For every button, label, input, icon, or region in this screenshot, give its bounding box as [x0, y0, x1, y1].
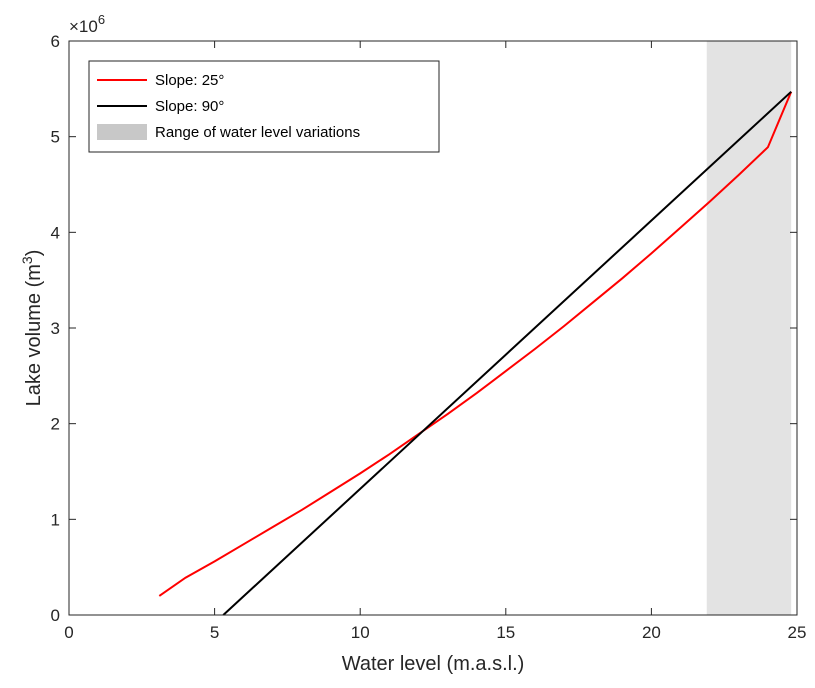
- x-tick-label: 0: [64, 623, 73, 642]
- y-tick-label: 4: [51, 223, 60, 242]
- y-tick-label: 0: [51, 606, 60, 625]
- x-tick-label: 25: [788, 623, 807, 642]
- y-axis-label: Lake volume (m3): [19, 250, 45, 407]
- x-tick-label: 10: [351, 623, 370, 642]
- y-tick-label: 1: [51, 510, 60, 529]
- legend-box: [88, 60, 440, 153]
- series-line-slope-25: [158, 91, 793, 597]
- legend-swatch-water-range: [97, 124, 147, 140]
- series-line-slope-90: [222, 90, 792, 616]
- y-tick-label: 6: [51, 32, 60, 51]
- legend-entry-water-range: Range of water level variations: [155, 124, 360, 141]
- x-tick-label: 5: [210, 623, 219, 642]
- shaded-water-level-range: [706, 41, 792, 615]
- x-tick-label: 20: [642, 623, 661, 642]
- y-tick-label: 2: [51, 415, 60, 434]
- y-tick-label: 3: [51, 319, 60, 338]
- legend-entry-slope-25: Slope: 25°: [155, 72, 224, 89]
- legend-entry-slope-90: Slope: 90°: [155, 98, 224, 115]
- x-axis-label: Water level (m.a.s.l.): [342, 653, 525, 675]
- legend: Slope: 25° Slope: 90° Range of water lev…: [88, 60, 440, 153]
- x-tick-label: 15: [496, 623, 515, 642]
- y-tick-label: 5: [51, 128, 60, 147]
- y-multiplier-label: ×106: [69, 12, 105, 36]
